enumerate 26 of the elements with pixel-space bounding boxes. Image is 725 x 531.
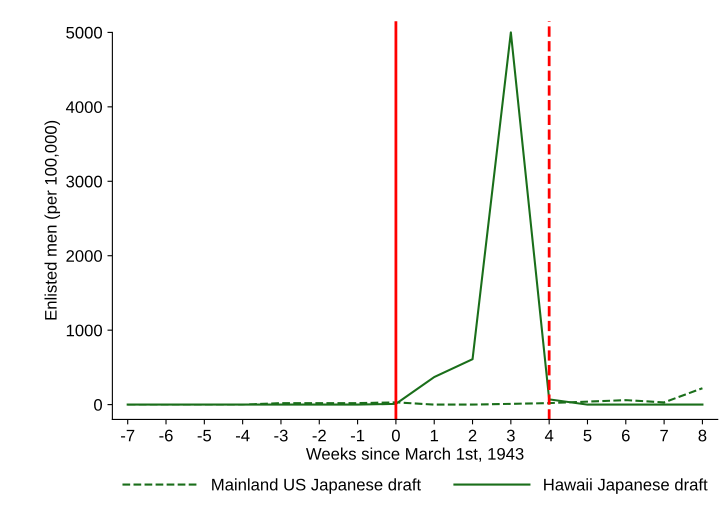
x-tick-label: 4: [544, 430, 554, 442]
x-tick-label: -2: [312, 430, 326, 442]
x-tick-label: -5: [198, 430, 212, 442]
x-tick-label: 1: [430, 430, 438, 442]
x-tick-label: -1: [350, 430, 364, 442]
x-tick-label: 0: [392, 430, 400, 442]
y-axis-title: Enlisted men (per 100,000): [44, 120, 60, 320]
x-tick-label: 7: [660, 430, 668, 442]
x-tick-label: 5: [584, 430, 592, 442]
x-tick-label: 3: [506, 430, 515, 442]
y-tick-label: 5000: [66, 26, 102, 39]
y-tick-label: 2000: [66, 250, 102, 262]
x-tick-label: -3: [274, 430, 288, 442]
y-tick-label: 1000: [66, 324, 102, 336]
x-tick-label: -7: [121, 430, 134, 442]
x-tick-label: 2: [468, 430, 476, 442]
legend-label: Mainland US Japanese draft: [212, 478, 421, 494]
y-tick-label: 0: [94, 399, 102, 411]
x-tick-label: -4: [236, 430, 250, 442]
x-axis-title: Weeks since March 1st, 1943: [306, 448, 524, 462]
y-tick-label: 4000: [66, 101, 102, 114]
x-tick-label: -6: [159, 430, 173, 442]
x-tick-label: 6: [622, 430, 630, 442]
legend-label: Hawaii Japanese draft: [544, 478, 708, 494]
x-tick-label: 8: [698, 430, 706, 442]
y-tick-label: 3000: [66, 176, 102, 188]
